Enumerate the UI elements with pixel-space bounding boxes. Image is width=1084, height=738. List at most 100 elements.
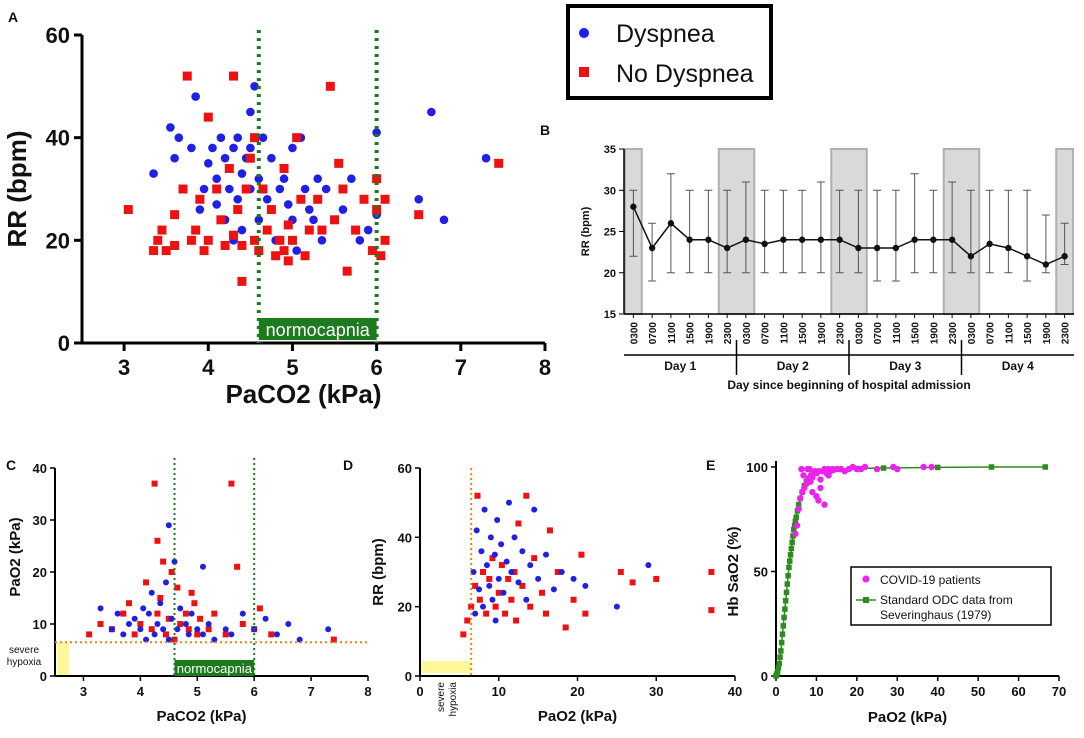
dyspnea-point (535, 575, 542, 582)
panel-label: A (8, 9, 18, 25)
no-dyspnea-point (351, 225, 361, 235)
time-label: 0300 (967, 322, 978, 345)
dyspnea-point (273, 631, 280, 638)
y-tick-label: 35 (604, 144, 616, 156)
dyspnea-point (489, 596, 496, 603)
x-tick-label: 30 (890, 684, 904, 699)
no-dyspnea-point (203, 235, 213, 245)
no-dyspnea-point (330, 636, 337, 643)
normocapnia-band (258, 318, 377, 340)
dyspnea-point (137, 626, 144, 633)
no-dyspnea-point (239, 621, 246, 627)
dyspnea-point (300, 184, 310, 194)
odc-point (787, 552, 794, 558)
no-dyspnea-point (554, 569, 561, 575)
legend-box (566, 4, 773, 100)
x-tick-label: 5 (286, 355, 298, 380)
no-dyspnea-point (161, 246, 171, 256)
dyspnea-point (495, 575, 502, 582)
time-label: 1900 (1042, 322, 1053, 345)
time-label: 1500 (686, 322, 697, 345)
covid-point (894, 465, 901, 473)
no-dyspnea-point (483, 610, 490, 617)
dyspnea-point (414, 194, 424, 204)
dyspnea-point (582, 582, 589, 589)
no-dyspnea-point (489, 555, 496, 562)
dyspnea-point (250, 82, 259, 91)
dyspnea-point (168, 615, 175, 622)
dyspnea-point (511, 534, 518, 541)
odc-point (795, 501, 802, 508)
rr-mean-point (855, 244, 862, 252)
odc-point (786, 558, 793, 564)
dyspnea-point (203, 159, 213, 168)
x-axis-label: Day since beginning of hospital admissio… (727, 378, 970, 392)
dyspnea-point (97, 605, 104, 612)
no-dyspnea-point (268, 631, 275, 638)
dyspnea-point (527, 562, 534, 569)
x-tick-label: 6 (251, 684, 258, 699)
no-dyspnea-point (523, 492, 530, 499)
no-dyspnea-point (283, 256, 293, 266)
x-tick-label: 70 (1052, 684, 1066, 699)
time-label: 1500 (911, 322, 922, 345)
no-dyspnea-point (137, 621, 144, 627)
rr-mean-point (817, 236, 825, 243)
rr-mean-point (1042, 261, 1050, 268)
y-tick-label: 60 (46, 23, 70, 48)
covid-point (809, 488, 816, 496)
dyspnea-point (531, 506, 538, 513)
no-dyspnea-point (376, 251, 386, 261)
no-dyspnea-point (578, 551, 585, 558)
no-dyspnea-point (279, 246, 289, 256)
dyspnea-point (309, 215, 318, 225)
dyspnea-point (195, 205, 205, 214)
no-dyspnea-point (380, 235, 390, 245)
dyspnea-point (613, 603, 620, 610)
panel-label: B (540, 122, 550, 138)
y-tick-label: 20 (604, 268, 616, 280)
dyspnea-point (258, 133, 268, 142)
dyspnea-point (166, 123, 175, 132)
no-dyspnea-point (498, 562, 505, 569)
no-dyspnea-point (460, 631, 467, 638)
no-dyspnea-point (157, 595, 164, 601)
no-dyspnea-point (275, 235, 285, 245)
no-dyspnea-point (233, 205, 243, 215)
dyspnea-point (171, 558, 178, 565)
no-dyspnea-point (495, 589, 502, 596)
no-dyspnea-point (464, 617, 471, 624)
time-label: 2300 (723, 322, 734, 345)
no-dyspnea-point (543, 610, 549, 617)
y-tick-label: 0 (58, 331, 70, 356)
odc-point (781, 614, 787, 621)
no-dyspnea-point (539, 589, 546, 596)
rr-mean-point (686, 236, 693, 243)
legend-no-dyspnea-marker (579, 67, 589, 77)
no-dyspnea-point (279, 163, 289, 173)
legend-box (850, 566, 1052, 626)
no-dyspnea-point (237, 240, 247, 250)
no-dyspnea-point (262, 225, 272, 235)
time-label: 2300 (948, 322, 959, 345)
dyspnea-point (208, 143, 217, 153)
panel-a: A 0 20 40 60 3 4 5 6 7 8 PaCO2 (kPa) RR (bpm) normoca… (2, 4, 773, 409)
odc-point (790, 533, 796, 539)
dyspnea-point (187, 143, 196, 153)
x-tick-label: 8 (364, 684, 371, 699)
y-tick-label: 10 (33, 617, 47, 632)
dyspnea-point (211, 636, 218, 643)
rr-mean-point (798, 236, 806, 243)
x-tick-label: 20 (570, 684, 584, 699)
no-dyspnea-point (317, 225, 327, 235)
dyspnea-point (185, 631, 192, 638)
y-axis-label: Hb SaO2 (%) (725, 526, 742, 616)
dyspnea-point (262, 615, 269, 622)
legend-covid-marker (862, 575, 870, 583)
dyspnea-point (439, 215, 449, 225)
dyspnea-point (325, 626, 332, 633)
odc-point (792, 518, 799, 525)
no-dyspnea-point (629, 579, 636, 586)
no-dyspnea-point (570, 596, 577, 603)
no-dyspnea-point (271, 251, 281, 261)
